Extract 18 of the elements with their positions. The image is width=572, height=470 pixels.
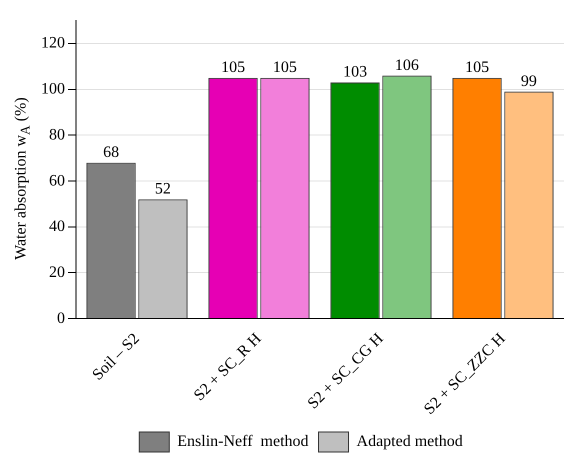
y-tick-label: 20 [49,264,65,281]
data-label: 68 [103,144,120,161]
data-label: 106 [394,56,419,74]
x-tick-label: Soil – S2 [89,330,143,384]
data-label: 105 [272,59,297,76]
y-tick-label: 40 [49,218,65,236]
y-tick-label: 0 [57,310,65,327]
y-tick-label: 100 [41,80,65,98]
data-label: 52 [154,180,171,198]
legend-label: Adapted method [356,433,463,450]
y-tick-label: 60 [49,172,65,190]
y-tick-label: 120 [41,34,65,52]
data-label: 99 [520,72,537,90]
y-tick-label: 80 [49,126,65,144]
data-label: 103 [343,64,368,81]
data-label: 105 [465,59,490,76]
data-label: 105 [221,59,246,76]
legend-label: Enslin-Neff method [177,433,309,450]
